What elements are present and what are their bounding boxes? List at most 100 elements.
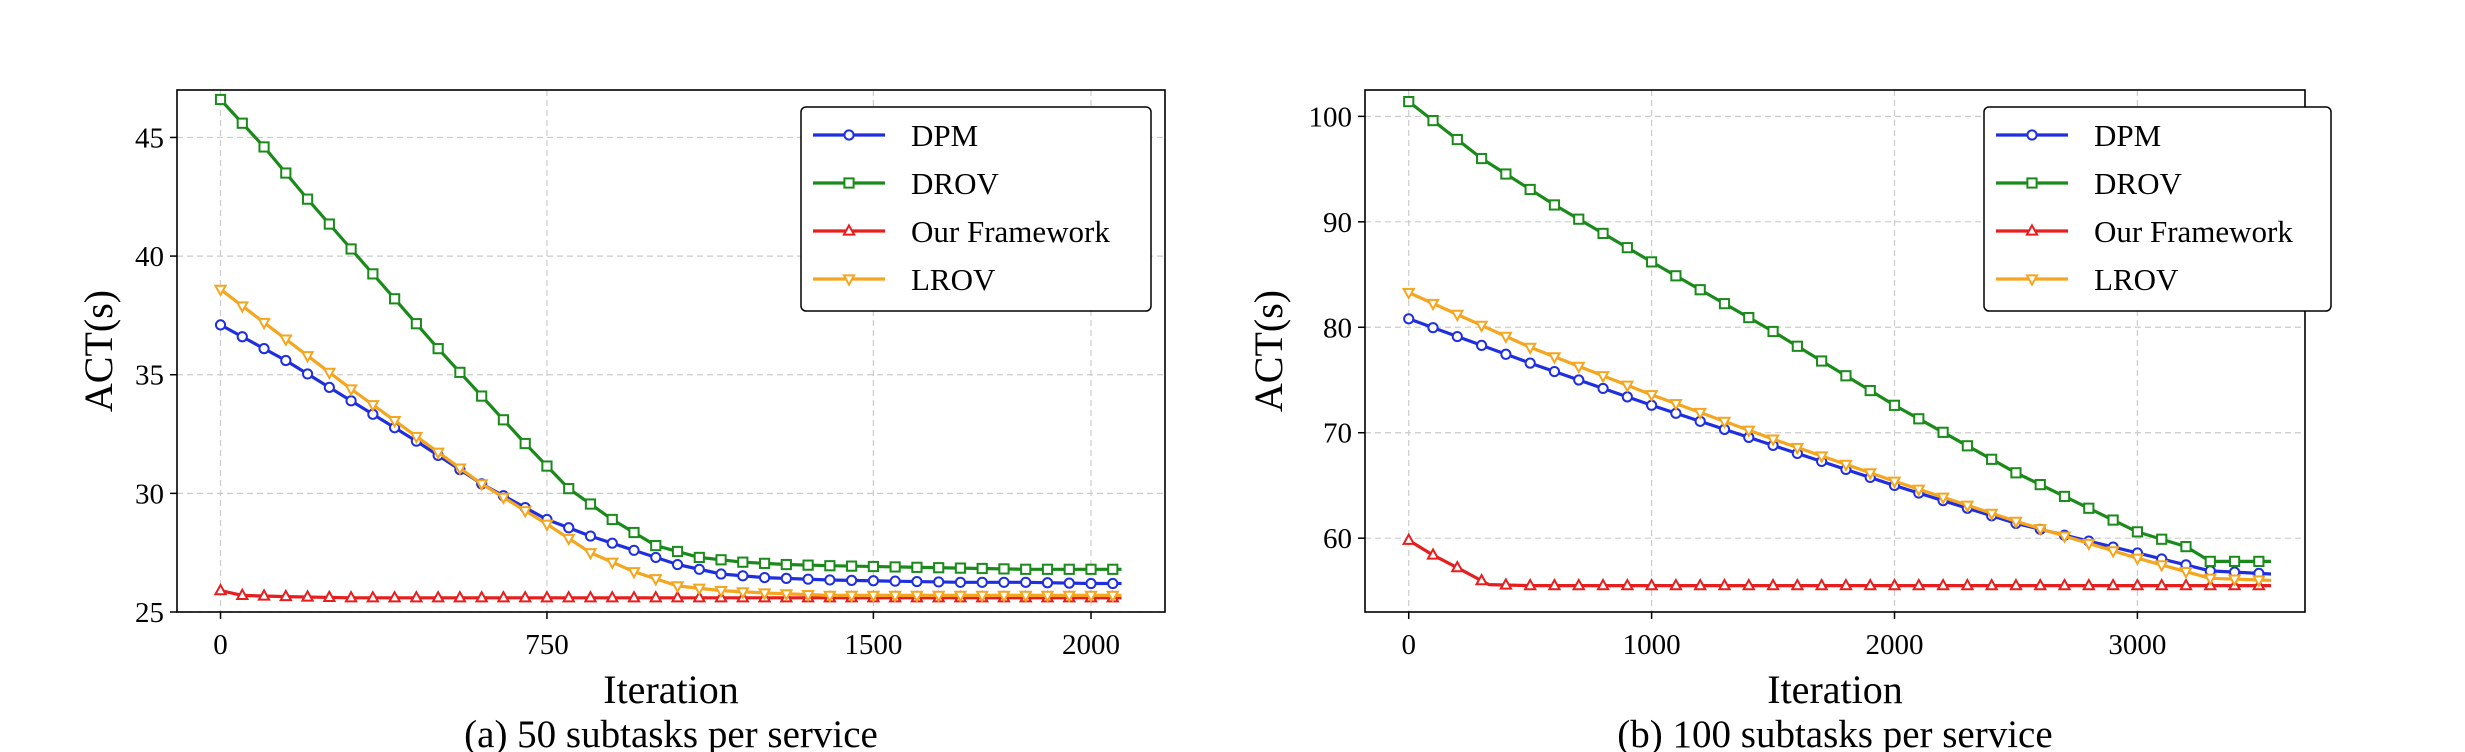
data-point	[1548, 365, 1561, 378]
data-point	[1401, 287, 1416, 301]
x-tick-label: 0	[1401, 629, 1416, 661]
data-point	[1814, 577, 1829, 591]
data-point	[2058, 490, 2071, 503]
data-point	[2154, 560, 2169, 573]
data-point	[453, 463, 467, 476]
data-point	[2083, 502, 2095, 514]
data-point	[1020, 576, 1032, 588]
data-point	[1450, 560, 1465, 573]
y-tick-label: 100	[1309, 101, 1353, 133]
data-point	[2057, 531, 2072, 544]
data-point	[344, 590, 358, 603]
legend: DPM DROV Our Framework LROV	[1983, 106, 2332, 312]
data-point	[1041, 563, 1054, 575]
data-point	[1062, 590, 1077, 604]
data-point	[366, 590, 380, 603]
y-tick-label: 25	[135, 597, 164, 629]
data-point	[2203, 573, 2218, 586]
data-point	[583, 590, 598, 603]
data-point	[1403, 96, 1415, 108]
legend-label: LROV	[911, 262, 996, 297]
data-point	[1020, 563, 1032, 575]
data-point	[758, 557, 771, 569]
data-point	[1041, 577, 1054, 589]
data-point	[1644, 577, 1659, 591]
series-drov	[214, 93, 1122, 575]
legend-label: LROV	[2094, 262, 2179, 297]
data-point	[2227, 574, 2242, 587]
data-point	[2009, 516, 2023, 529]
data-point	[2033, 524, 2048, 537]
data-point	[1475, 339, 1488, 352]
y-tick-label: 35	[135, 360, 164, 392]
data-point	[1693, 407, 1707, 421]
data-point	[1961, 440, 1973, 452]
data-point	[1474, 320, 1489, 334]
data-point	[1063, 563, 1075, 575]
series-lrov	[1401, 287, 2272, 588]
data-point	[2253, 555, 2265, 567]
data-point	[628, 544, 640, 556]
data-point	[1427, 114, 1439, 127]
data-point	[1864, 384, 1876, 397]
data-point	[1573, 374, 1585, 386]
data-point	[1548, 199, 1561, 211]
data-point	[474, 479, 489, 492]
data-point	[1523, 342, 1537, 355]
data-point	[715, 554, 727, 566]
data-point	[236, 117, 248, 129]
data-point	[474, 590, 489, 603]
data-point	[2130, 553, 2145, 566]
data-point	[911, 561, 923, 573]
data-point	[1717, 416, 1732, 430]
data-point	[692, 583, 707, 596]
data-point	[476, 390, 488, 402]
data-point	[648, 574, 663, 587]
series-our-framework	[1401, 532, 2271, 591]
data-point	[1450, 309, 1465, 323]
chart-a: 0 750 1500 2000 25 30 35 40 45 Iteration ACT(s) (a)…	[76, 89, 1166, 752]
data-point	[867, 575, 879, 587]
data-point	[1986, 453, 1998, 465]
x-tick-label: 2000	[1062, 629, 1120, 661]
legend-box	[800, 106, 1152, 312]
data-point	[1936, 577, 1950, 591]
data-point	[1547, 577, 1562, 591]
data-point	[2154, 577, 2169, 591]
y-axis-label: ACT(s)	[76, 290, 121, 412]
data-point	[323, 381, 335, 393]
legend-item: DPM	[1996, 118, 2161, 153]
legend-label: Our Framework	[2094, 214, 2293, 249]
data-point	[2106, 577, 2120, 591]
x-axis-label: Iteration	[603, 667, 739, 712]
data-point	[2107, 514, 2119, 526]
series-line	[219, 323, 1122, 586]
data-point	[1646, 256, 1658, 268]
data-point	[1669, 577, 1683, 591]
data-point	[1063, 577, 1075, 589]
legend-item: Our Framework	[813, 214, 1110, 249]
data-point	[824, 560, 836, 572]
data-point	[2009, 577, 2023, 591]
data-point	[518, 506, 532, 519]
data-point	[1597, 227, 1609, 240]
y-tick-label: 80	[1323, 312, 1352, 344]
x-axis-label: Iteration	[1767, 667, 1903, 712]
data-point	[737, 570, 749, 582]
data-point	[1863, 468, 1878, 481]
data-point	[366, 400, 380, 413]
data-point	[1500, 348, 1512, 360]
data-point	[736, 587, 750, 600]
data-point	[387, 416, 402, 429]
data-point	[258, 343, 270, 355]
data-point	[518, 590, 532, 603]
data-point	[2252, 575, 2266, 588]
data-point	[345, 395, 357, 407]
data-point	[235, 301, 250, 314]
data-point	[998, 563, 1010, 575]
data-point	[1105, 590, 1120, 604]
data-point	[606, 513, 618, 526]
data-point	[692, 590, 707, 603]
data-point	[1791, 340, 1803, 352]
data-point	[757, 588, 772, 601]
